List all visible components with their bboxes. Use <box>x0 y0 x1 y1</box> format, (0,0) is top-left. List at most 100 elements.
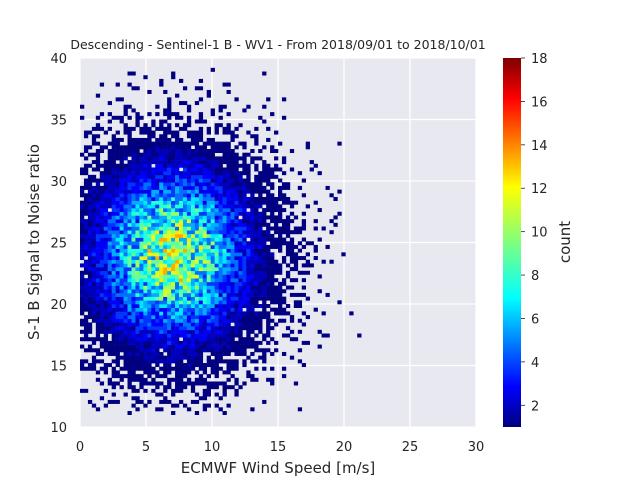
heatmap-cell <box>278 193 283 198</box>
heatmap-cell <box>115 296 120 301</box>
colorbar-tick-label: 6 <box>531 312 539 327</box>
heatmap-cell <box>214 189 219 194</box>
heatmap-cell <box>186 241 192 246</box>
heatmap-cell <box>254 285 259 290</box>
heatmap-cell <box>214 348 219 353</box>
heatmap-cell <box>198 311 204 316</box>
heatmap-cell <box>234 248 239 253</box>
heatmap-cell <box>151 160 156 165</box>
heatmap-cell <box>262 289 267 294</box>
heatmap-cell <box>222 274 227 279</box>
heatmap-cell <box>242 211 247 216</box>
heatmap-cell <box>167 145 172 150</box>
heatmap-cell <box>246 256 251 261</box>
heatmap-cell <box>115 185 120 190</box>
heatmap-cell <box>163 318 168 323</box>
heatmap-cell <box>222 233 227 238</box>
heatmap-cell <box>281 230 287 235</box>
heatmap-cell <box>119 233 124 238</box>
heatmap-cell <box>155 278 160 283</box>
y-axis-label: S-1 B Signal to Noise ratio <box>25 144 43 340</box>
heatmap-cell <box>270 256 275 261</box>
heatmap-cell <box>179 171 184 176</box>
heatmap-cell <box>210 160 215 165</box>
heatmap-cell <box>254 315 259 320</box>
heatmap-cell <box>182 171 188 176</box>
heatmap-cell <box>210 67 215 72</box>
heatmap-cell <box>80 171 85 176</box>
heatmap-cell <box>262 211 267 216</box>
heatmap-cell <box>234 244 239 249</box>
heatmap-cell <box>151 174 156 179</box>
heatmap-cell <box>171 263 176 268</box>
heatmap-cell <box>186 200 192 205</box>
heatmap-cell <box>258 274 263 279</box>
x-tick-label: 5 <box>142 440 150 455</box>
heatmap-cell <box>186 141 192 146</box>
heatmap-cell <box>143 167 148 172</box>
heatmap-cell <box>238 185 243 190</box>
heatmap-cell <box>270 244 275 249</box>
heatmap-cell <box>281 182 287 187</box>
heatmap-cell <box>190 296 196 301</box>
heatmap-cell <box>99 322 105 327</box>
heatmap-cell <box>258 233 263 238</box>
heatmap-cell <box>163 163 168 168</box>
heatmap-cell <box>91 244 97 249</box>
heatmap-cell <box>266 270 271 275</box>
heatmap-cell <box>147 126 152 131</box>
heatmap-cell <box>190 244 196 249</box>
heatmap-cell <box>266 174 271 179</box>
heatmap-cell <box>222 385 227 390</box>
heatmap-cell <box>234 392 239 397</box>
heatmap-cell <box>266 137 271 142</box>
heatmap-cell <box>202 304 208 308</box>
heatmap-cell <box>222 337 227 342</box>
heatmap-cell <box>214 222 219 227</box>
heatmap-cell <box>107 263 112 268</box>
heatmap-cell <box>163 134 168 139</box>
heatmap-cell <box>218 329 223 334</box>
heatmap-cell <box>242 167 247 172</box>
heatmap-cell <box>182 366 188 371</box>
heatmap-cell <box>123 208 128 213</box>
heatmap-cell <box>171 366 176 371</box>
heatmap-cell <box>143 278 148 283</box>
heatmap-cell <box>171 226 176 231</box>
heatmap-cell <box>139 311 144 316</box>
heatmap-cell <box>99 196 105 201</box>
heatmap-cell <box>87 178 93 183</box>
heatmap-cell <box>218 326 223 331</box>
heatmap-cell <box>115 318 120 323</box>
heatmap-cell <box>127 285 132 290</box>
heatmap-cell <box>218 204 223 209</box>
heatmap-cell <box>218 278 223 283</box>
heatmap-cell <box>250 337 255 342</box>
heatmap-cell <box>151 351 156 356</box>
heatmap-cell <box>175 377 180 382</box>
heatmap-cell <box>226 281 231 286</box>
heatmap-cell <box>151 267 156 272</box>
heatmap-cell <box>139 292 144 297</box>
heatmap-cell <box>131 359 136 364</box>
heatmap-cell <box>179 141 184 146</box>
heatmap-cell <box>131 322 136 327</box>
heatmap-cell <box>230 171 235 176</box>
heatmap-cell <box>87 237 93 242</box>
heatmap-cell <box>198 270 204 275</box>
heatmap-cell <box>186 329 192 334</box>
heatmap-cell <box>266 222 271 227</box>
heatmap-cell <box>202 363 208 368</box>
heatmap-cell <box>83 230 89 235</box>
heatmap-cell <box>83 322 89 327</box>
heatmap-cell <box>143 230 148 235</box>
heatmap-cell <box>226 377 231 382</box>
heatmap-cell <box>194 267 200 272</box>
heatmap-cell <box>309 241 314 246</box>
heatmap-cell <box>198 97 204 102</box>
heatmap-cell <box>242 315 247 320</box>
heatmap-cell <box>87 226 93 231</box>
heatmap-cell <box>111 244 116 249</box>
heatmap-cell <box>103 318 109 323</box>
heatmap-cell <box>222 411 227 415</box>
